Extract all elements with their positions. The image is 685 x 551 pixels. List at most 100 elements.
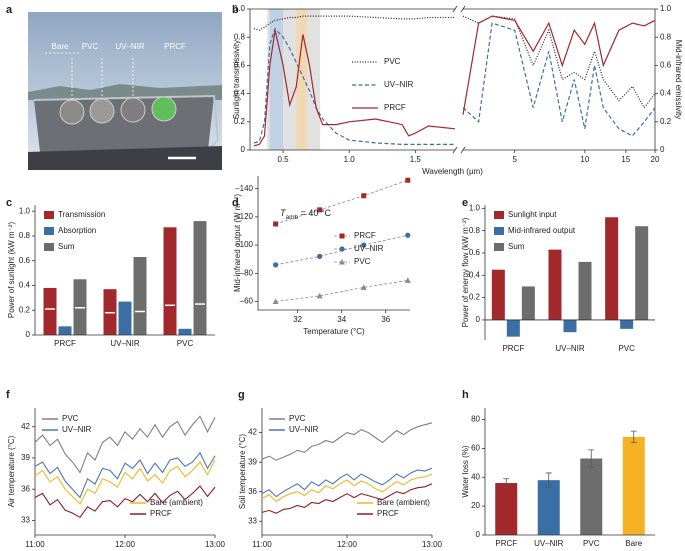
annotation-part: amb (286, 214, 299, 221)
legend-label: Absorption (58, 226, 96, 235)
bar (578, 261, 592, 320)
y-axis-label: Water loss (%) (461, 445, 470, 497)
photo-label: UV–NIR (115, 42, 145, 51)
bar (118, 301, 132, 335)
roof (28, 146, 222, 170)
fit-line (275, 179, 408, 225)
y-tick-label: –60 (240, 297, 254, 306)
y-axis-label: Air temperature (°C) (7, 435, 16, 507)
legend-swatch (494, 243, 504, 251)
bar (43, 287, 57, 335)
x-tick-label: Bare (625, 539, 642, 548)
line (34, 415, 216, 474)
panel-letter: g (238, 389, 245, 401)
bar (521, 286, 535, 320)
marker (360, 284, 367, 290)
x-tick-label: 13:00 (422, 540, 443, 549)
line (34, 451, 216, 499)
y-tick-label: 0 (476, 315, 481, 324)
legend-label: UV–NIR (289, 425, 319, 434)
panel-letter: c (6, 197, 12, 209)
y-tick-label: 42 (21, 422, 30, 431)
y-tick-label: 36 (248, 487, 257, 496)
marker (361, 242, 367, 248)
marker (316, 292, 323, 299)
legend-label: PVC (354, 257, 371, 266)
y-tick-label: 0.4 (19, 281, 31, 290)
marker (317, 207, 323, 213)
marker (404, 277, 411, 283)
x-tick-label: 32 (293, 315, 302, 324)
bar (605, 217, 619, 320)
y-tick-label: 0 (660, 145, 665, 154)
bar (193, 221, 207, 335)
band (269, 9, 284, 150)
legend-label: Mid-infrared output (508, 226, 576, 235)
x-tick-label: 12:00 (337, 540, 358, 549)
x-tick-label: 11:00 (252, 540, 272, 549)
y-tick-label: 20 (471, 501, 480, 510)
x-tick-label: 15 (621, 155, 630, 164)
legend-label: UV–NIR (354, 244, 384, 253)
x-tick-label: 1.5 (410, 155, 422, 164)
legend-label: PVC (289, 414, 306, 423)
y-tick-label: 0 (26, 330, 31, 339)
x-tick-label: 11:00 (25, 540, 45, 549)
y-tick-label: 80 (471, 415, 480, 424)
panel-letter: h (462, 389, 469, 401)
x-tick-label: UV–NIR (110, 339, 140, 348)
panel-letter: d (232, 197, 239, 209)
bar (506, 319, 520, 337)
error-bar (503, 478, 510, 488)
photo-label: Bare (52, 42, 69, 51)
y-tick-label: –100 (235, 240, 253, 249)
y-tick-label: 39 (248, 457, 257, 466)
y-tick-label: 0.2 (19, 305, 31, 314)
x-tick-label: 36 (381, 315, 390, 324)
x-tick-label: PVC (583, 539, 600, 548)
fit-line (275, 280, 408, 302)
legend-label: PVC (384, 57, 401, 66)
bar (635, 226, 649, 320)
band (296, 9, 307, 150)
y-tick-label: 0.2 (660, 117, 672, 126)
x-tick-label: UV–NIR (555, 344, 585, 353)
legend-marker (339, 246, 345, 252)
error-bar (630, 430, 637, 444)
legend-swatch (44, 243, 54, 251)
legend-label: PRCF (384, 103, 406, 112)
panel-letter: f (6, 389, 10, 401)
x-axis-label: Wavelength (µm) (422, 167, 483, 176)
y-tick-label: 0.6 (19, 256, 31, 265)
legend-marker (339, 259, 345, 265)
legend-swatch (494, 227, 504, 235)
line (261, 467, 433, 498)
y-tick-label: 0.4 (234, 89, 246, 98)
line (261, 422, 433, 461)
bar (548, 249, 562, 320)
y-tick-label: 0.8 (469, 226, 481, 235)
leader (45, 52, 134, 100)
y-tick-label: 0.4 (660, 89, 672, 98)
panel-letter: b (232, 4, 239, 16)
photo-label: PRCF (164, 42, 186, 51)
annotation-part: T (280, 208, 287, 218)
y-axis-label: Power of energy flow (kW m⁻²) (461, 217, 470, 327)
y-tick-label: –140 (235, 184, 253, 193)
legend-label: Transmission (58, 210, 105, 219)
legend-label: Bare (ambient) (150, 498, 203, 507)
line (34, 459, 216, 505)
bar (537, 480, 560, 535)
y-tick-label: 33 (248, 516, 257, 525)
x-tick-label: 0.5 (278, 155, 290, 164)
legend-label: PRCF (354, 231, 376, 240)
x-axis-label: Temperature (°C) (303, 327, 365, 336)
panel-letter: a (6, 4, 13, 16)
y-tick-label: 1.0 (660, 4, 672, 13)
hole (59, 99, 85, 125)
x-tick-label: PRCF (502, 344, 524, 353)
line (34, 485, 216, 519)
y-tick-label: 40 (471, 472, 480, 481)
bar (580, 458, 603, 535)
